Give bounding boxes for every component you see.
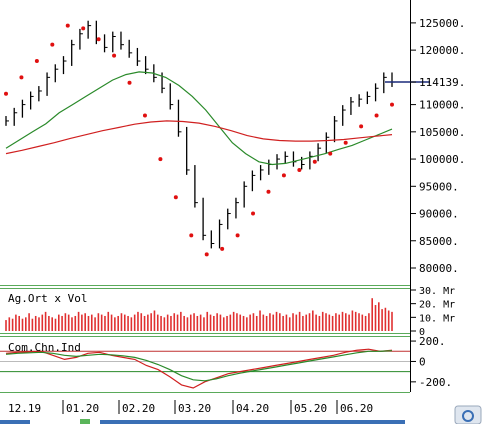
x-axis: 12.19 01.20 02.20 03.20 04.20 05.20 06.20	[8, 400, 373, 415]
x-axis-tick-label: 06.20	[340, 402, 373, 415]
oscillator-y-tick-label: 200.	[419, 335, 446, 348]
sar-dot	[328, 151, 333, 156]
price-y-tick-label: 110000.	[419, 99, 465, 112]
x-axis-tick-label: 04.20	[236, 402, 269, 415]
price-y-tick-label: 90000.	[419, 208, 459, 221]
panel-frames	[0, 0, 411, 393]
sar-dot	[81, 26, 86, 31]
x-axis-tick-label: 03.20	[178, 402, 211, 415]
sar-dot	[4, 91, 8, 96]
sar-dot	[312, 159, 317, 164]
sar-dot	[343, 140, 348, 145]
sar-dot	[19, 75, 24, 80]
price-y-tick-label: 114139.	[419, 76, 465, 89]
scroll-button[interactable]	[454, 405, 482, 424]
bottom-strip-blue	[0, 420, 30, 424]
sar-dot	[96, 37, 101, 42]
x-axis-tick-label: 01.20	[66, 402, 99, 415]
refresh-icon	[462, 410, 474, 422]
moving-average-red-line	[5, 120, 393, 155]
oscillator-panel-title: Com.Chn.Ind	[8, 341, 81, 354]
oscillator-y-tick-label: 0	[419, 355, 426, 368]
price-y-tick-label: 85000.	[419, 235, 459, 248]
x-axis-tick-label: 05.20	[294, 402, 327, 415]
price-y-tick-label: 100000.	[419, 153, 465, 166]
volume-y-tick-label: 20. Mr	[419, 300, 455, 311]
bottom-strip-blue-long	[100, 420, 405, 424]
sar-dot	[251, 211, 256, 216]
oscillator-panel	[0, 348, 410, 389]
sar-dot	[34, 59, 39, 64]
oscillator-line-red	[5, 348, 393, 389]
bottom-strip-green	[80, 419, 90, 424]
sar-dot	[359, 124, 364, 129]
sar-dot	[281, 173, 286, 178]
sar-dot	[127, 80, 132, 85]
price-panel	[4, 20, 430, 257]
price-y-tick-label: 80000.	[419, 262, 459, 275]
sar-dot	[173, 195, 178, 200]
y-axis: 125000. 120000. 114139. 110000. 105000. 10000…	[410, 17, 465, 389]
price-y-tick-label: 125000.	[419, 17, 465, 30]
oscillator-line-green	[5, 350, 393, 382]
volume-panel	[5, 298, 393, 331]
sar-dot	[50, 42, 55, 47]
volume-y-tick-label: 0	[419, 327, 425, 338]
sar-dot	[297, 167, 302, 172]
sar-dot	[65, 23, 70, 28]
x-axis-tick-label: 02.20	[122, 402, 155, 415]
moving-average-green-line	[5, 71, 393, 166]
sar-dot	[266, 189, 271, 194]
volume-y-tick-label: 10. Mr	[419, 313, 455, 324]
sar-dot	[235, 233, 240, 238]
price-y-tick-label: 120000.	[419, 44, 465, 57]
sar-dot	[158, 157, 163, 162]
sar-dot	[390, 102, 394, 107]
sar-dot	[220, 246, 225, 251]
sar-dot	[189, 233, 194, 238]
sar-dot	[142, 113, 147, 118]
oscillator-y-tick-label: -200.	[419, 376, 452, 389]
price-y-tick-label: 105000.	[419, 126, 465, 139]
x-axis-tick-label: 12.19	[8, 402, 41, 415]
price-y-tick-label: 95000.	[419, 180, 459, 193]
sar-dot	[112, 53, 117, 58]
sar-dot	[204, 252, 209, 257]
volume-panel-title: Ag.Ort x Vol	[8, 292, 87, 305]
volume-y-tick-label: 30. Mr	[419, 286, 455, 297]
sar-dot	[374, 113, 379, 118]
